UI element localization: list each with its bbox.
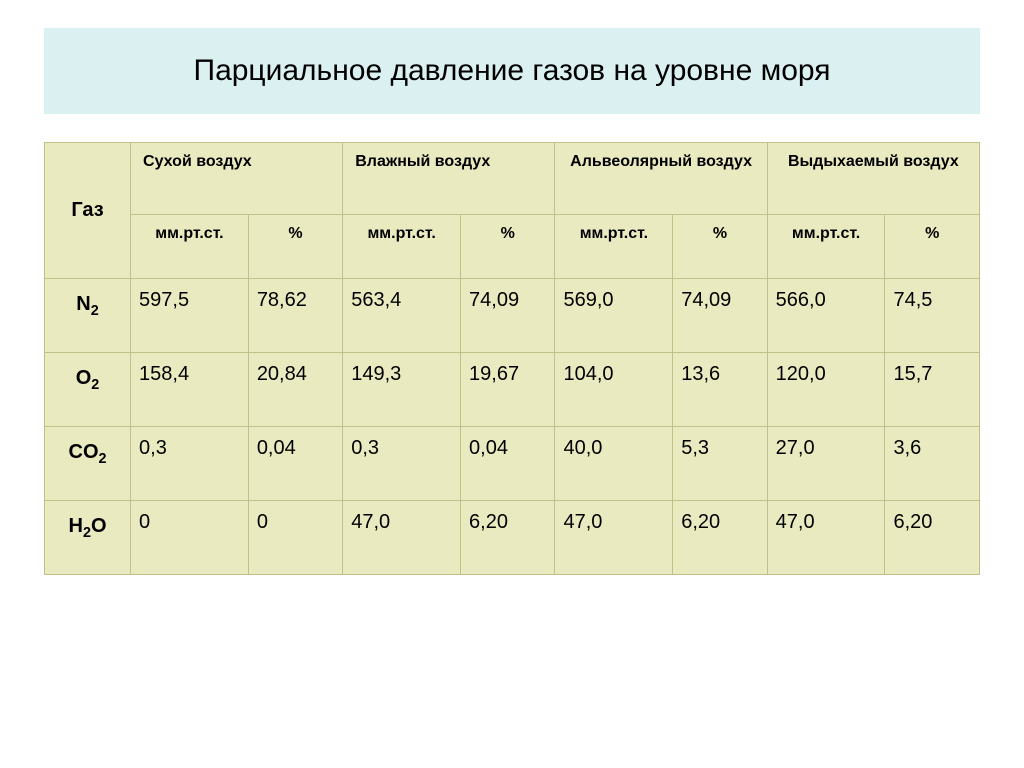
col-sub-mm: мм.рт.ст. (767, 215, 885, 279)
table-cell: 47,0 (767, 501, 885, 575)
col-sub-pct: % (461, 215, 555, 279)
table-cell: 0,3 (343, 427, 461, 501)
table-row: CO20,30,040,30,0440,05,327,03,6 (45, 427, 980, 501)
col-sub-mm: мм.рт.ст. (131, 215, 249, 279)
table-header-row-1: Газ Сухой воздух Влажный воздух Альвеоля… (45, 143, 980, 215)
table-cell: 74,09 (673, 279, 767, 353)
col-sub-pct: % (673, 215, 767, 279)
table-cell: 20,84 (248, 353, 342, 427)
col-header-dry-air: Сухой воздух (131, 143, 343, 215)
page-title: Парциальное давление газов на уровне мор… (44, 28, 980, 114)
table-row: H2O0047,06,2047,06,2047,06,20 (45, 501, 980, 575)
col-header-humid-air: Влажный воздух (343, 143, 555, 215)
table-cell: 47,0 (555, 501, 673, 575)
table-body: N2597,578,62563,474,09569,074,09566,074,… (45, 279, 980, 575)
table-cell: 74,5 (885, 279, 980, 353)
table-cell: 569,0 (555, 279, 673, 353)
table-cell: 0,04 (461, 427, 555, 501)
col-sub-pct: % (885, 215, 980, 279)
table-cell: 0 (248, 501, 342, 575)
gas-pressure-table: Газ Сухой воздух Влажный воздух Альвеоля… (44, 142, 980, 575)
col-sub-pct: % (248, 215, 342, 279)
table-cell: 6,20 (673, 501, 767, 575)
table-cell: 0,04 (248, 427, 342, 501)
row-label: H2O (45, 501, 131, 575)
table-cell: 13,6 (673, 353, 767, 427)
row-label: O2 (45, 353, 131, 427)
table-cell: 0,3 (131, 427, 249, 501)
table-cell: 5,3 (673, 427, 767, 501)
col-header-gas: Газ (45, 143, 131, 279)
row-label: CO2 (45, 427, 131, 501)
col-header-alveolar-air: Альвеолярный воздух (555, 143, 767, 215)
table-cell: 104,0 (555, 353, 673, 427)
table-cell: 27,0 (767, 427, 885, 501)
table-header-row-2: мм.рт.ст. % мм.рт.ст. % мм.рт.ст. % мм.р… (45, 215, 980, 279)
table-cell: 40,0 (555, 427, 673, 501)
table-cell: 120,0 (767, 353, 885, 427)
table-row: O2158,420,84149,319,67104,013,6120,015,7 (45, 353, 980, 427)
table-cell: 0 (131, 501, 249, 575)
table-cell: 597,5 (131, 279, 249, 353)
table-cell: 74,09 (461, 279, 555, 353)
table-cell: 6,20 (461, 501, 555, 575)
table-cell: 563,4 (343, 279, 461, 353)
col-header-exhaled-air: Выдыхаемый воздух (767, 143, 979, 215)
table-cell: 158,4 (131, 353, 249, 427)
col-sub-mm: мм.рт.ст. (555, 215, 673, 279)
table-row: N2597,578,62563,474,09569,074,09566,074,… (45, 279, 980, 353)
table-cell: 47,0 (343, 501, 461, 575)
table-cell: 15,7 (885, 353, 980, 427)
table-cell: 6,20 (885, 501, 980, 575)
col-sub-mm: мм.рт.ст. (343, 215, 461, 279)
table-cell: 78,62 (248, 279, 342, 353)
table-cell: 3,6 (885, 427, 980, 501)
row-label: N2 (45, 279, 131, 353)
table-cell: 149,3 (343, 353, 461, 427)
table-cell: 19,67 (461, 353, 555, 427)
table-cell: 566,0 (767, 279, 885, 353)
